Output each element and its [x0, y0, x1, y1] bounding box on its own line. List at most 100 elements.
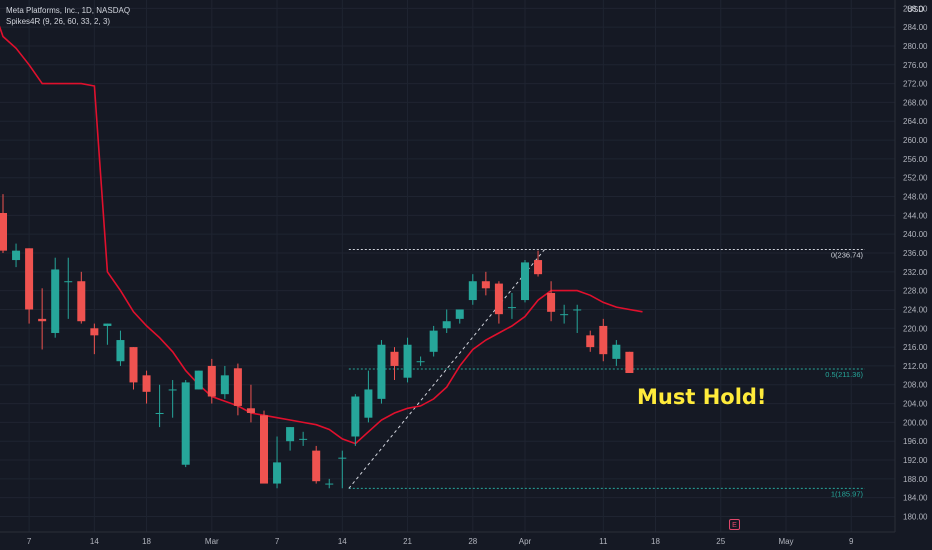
- candle-body: [25, 248, 34, 310]
- candle-body: [429, 330, 438, 352]
- price-tick-label: 248.00: [903, 193, 928, 202]
- price-tick-label: 192.00: [903, 456, 928, 465]
- candle: [246, 384, 255, 423]
- fib-level-label: 1(185.97): [831, 489, 864, 498]
- candle: [273, 436, 282, 489]
- candle-body: [273, 462, 282, 484]
- time-tick-label: 7: [275, 537, 280, 546]
- price-tick-label: 264.00: [903, 117, 928, 126]
- time-tick-label: Mar: [205, 537, 219, 546]
- candle-body: [534, 260, 543, 275]
- candle-body: [573, 309, 582, 311]
- price-tick-label: 268.00: [903, 98, 928, 107]
- candle-body: [0, 213, 7, 251]
- candle-body: [507, 307, 516, 309]
- candle: [142, 370, 151, 404]
- candle: [168, 380, 177, 418]
- candle-body: [599, 325, 608, 355]
- candle-body: [299, 438, 308, 440]
- candle-body: [207, 365, 216, 397]
- price-tick-label: 220.00: [903, 324, 928, 333]
- candle-body: [194, 370, 203, 390]
- candle: [625, 351, 634, 373]
- price-tick-label: 196.00: [903, 437, 928, 446]
- candle: [181, 380, 190, 468]
- candle: [90, 323, 99, 355]
- candle-body: [390, 351, 399, 366]
- candle: [233, 363, 242, 416]
- price-tick-label: 236.00: [903, 249, 928, 258]
- candle: [77, 271, 86, 324]
- candle: [599, 318, 608, 362]
- candle-body: [64, 281, 73, 283]
- time-tick-label: 25: [716, 537, 725, 546]
- price-tick-label: 228.00: [903, 287, 928, 296]
- spikes4r-line: [0, 25, 643, 445]
- price-tick-label: 244.00: [903, 211, 928, 220]
- candle: [612, 340, 621, 366]
- candle: [325, 478, 334, 489]
- candle-body: [142, 375, 151, 392]
- candle: [286, 427, 295, 451]
- candle-body: [103, 323, 112, 326]
- price-tick-label: 224.00: [903, 305, 928, 314]
- candle-body: [468, 281, 477, 301]
- candle: [364, 370, 373, 423]
- price-tick-label: 208.00: [903, 381, 928, 390]
- symbol-title[interactable]: Meta Platforms, Inc., 1D, NASDAQ: [6, 6, 131, 15]
- candle: [468, 274, 477, 305]
- time-tick-label: 14: [338, 537, 347, 546]
- time-tick-label: 9: [849, 537, 854, 546]
- price-tick-label: 184.00: [903, 494, 928, 503]
- candle-body: [51, 269, 60, 333]
- grid: [0, 0, 895, 532]
- price-tick-label: 188.00: [903, 475, 928, 484]
- candle: [207, 358, 216, 404]
- price-tick-label: 272.00: [903, 80, 928, 89]
- price-tick-label: 276.00: [903, 61, 928, 70]
- candle-body: [547, 292, 556, 312]
- candle-body: [12, 250, 21, 261]
- candle-body: [612, 344, 621, 359]
- price-tick-label: 256.00: [903, 155, 928, 164]
- candle-body: [246, 408, 255, 413]
- candle: [260, 410, 268, 484]
- earnings-event-badge[interactable]: E: [729, 519, 740, 530]
- candle-body: [625, 351, 634, 373]
- time-tick-label: May: [778, 537, 793, 546]
- candle-body: [325, 483, 334, 485]
- currency-label[interactable]: USD: [907, 5, 924, 14]
- candle: [547, 281, 556, 322]
- candles: [0, 194, 634, 489]
- candle-body: [338, 457, 347, 459]
- candle: [155, 384, 164, 428]
- candle: [116, 330, 125, 366]
- candle-body: [260, 415, 268, 484]
- candle: [338, 450, 347, 489]
- candle: [507, 292, 516, 319]
- candle-body: [38, 318, 47, 322]
- candle: [312, 445, 321, 484]
- candle: [64, 257, 73, 319]
- price-tick-label: 216.00: [903, 343, 928, 352]
- candle: [12, 243, 21, 268]
- candle-body: [90, 328, 99, 336]
- candle-body: [233, 368, 242, 406]
- price-tick-label: 180.00: [903, 513, 928, 522]
- candle: [390, 347, 399, 381]
- indicator-label[interactable]: Spikes4R (9, 26, 60, 33, 2, 3): [6, 17, 111, 26]
- candle-body: [312, 450, 321, 482]
- candle: [51, 257, 60, 338]
- candle: [403, 337, 412, 383]
- candle: [455, 309, 464, 324]
- candle: [351, 394, 360, 446]
- candle-body: [351, 396, 360, 437]
- time-tick-label: 18: [651, 537, 660, 546]
- chart-legend: Meta Platforms, Inc., 1D, NASDAQ Spikes4…: [6, 5, 130, 27]
- candle: [494, 281, 503, 324]
- time-tick-label: 28: [468, 537, 477, 546]
- candle: [416, 356, 425, 366]
- candle-body: [416, 361, 425, 363]
- price-tick-label: 260.00: [903, 136, 928, 145]
